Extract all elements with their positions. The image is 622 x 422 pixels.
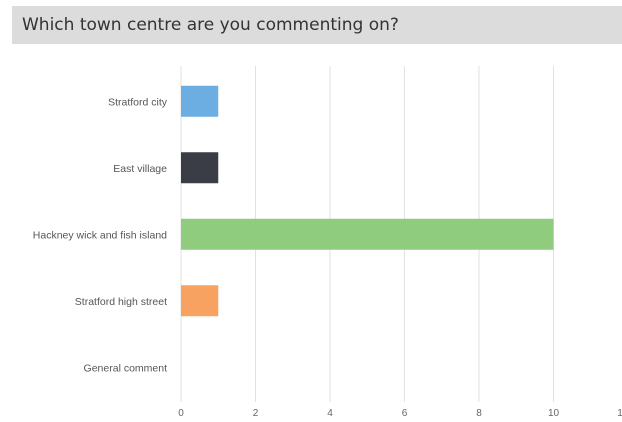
x-tick-label: 0: [178, 408, 184, 419]
bar-hackney-wick-and-fish-island[interactable]: [181, 218, 554, 250]
x-tick-label: 4: [327, 408, 333, 419]
x-tick-label: 2: [253, 408, 259, 419]
category-label: Stratford high street: [75, 296, 167, 308]
category-label: East village: [113, 163, 167, 175]
bar-stratford-high-street[interactable]: [181, 285, 219, 317]
x-tick-label: 6: [402, 408, 408, 419]
category-label: Hackney wick and fish island: [33, 229, 167, 241]
bar-stratford-city[interactable]: [181, 85, 219, 117]
question-header: Which town centre are you commenting on?: [12, 6, 622, 44]
category-label: Stratford city: [108, 96, 168, 108]
category-label: General comment: [84, 362, 168, 374]
x-tick-label: 10: [548, 408, 560, 419]
x-tick-label: 1: [617, 408, 622, 419]
question-title: Which town centre are you commenting on?: [22, 15, 399, 35]
x-tick-label: 8: [476, 408, 482, 419]
bar-east-village[interactable]: [181, 152, 219, 184]
